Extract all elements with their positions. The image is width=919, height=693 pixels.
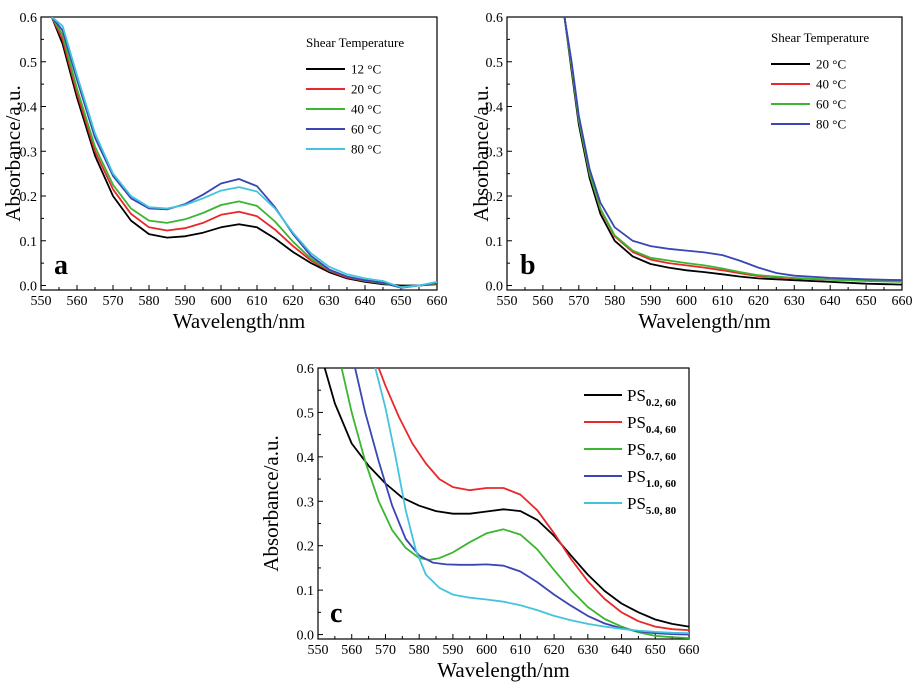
series-line-4	[374, 368, 689, 635]
y-tick-label: 0.6	[297, 362, 315, 377]
legend-entry: 20 °C	[351, 82, 381, 97]
legend-title: Shear Temperature	[771, 30, 869, 45]
legend-entry: 40 °C	[816, 77, 846, 92]
y-tick-label: 0.2	[20, 190, 38, 205]
chart-panel-b: 550 560 570 580 590 600 610 620 630 640 650 660 0.0 0…	[469, 11, 913, 333]
x-tick-label: 580	[604, 294, 625, 309]
series-line-2	[340, 368, 689, 639]
legend: Shear Temperature 20 °C 40 °C 60 °C 80 °C	[771, 30, 869, 132]
y-axis-label: Absorbance/a.u.	[469, 85, 493, 221]
x-tick-label: 590	[175, 294, 196, 309]
x-tick-label: 570	[375, 643, 396, 658]
y-tick-label: 0.6	[486, 11, 504, 26]
panel-letter: a	[54, 250, 68, 281]
x-tick-label: 580	[139, 294, 160, 309]
y-tick-label: 0.6	[20, 11, 38, 26]
y-tick-label: 0.4	[486, 101, 504, 116]
y-tick-label: 0.5	[20, 56, 38, 71]
legend-entry: PS0.2, 60	[627, 386, 677, 409]
x-tick-label: 570	[103, 294, 124, 309]
x-tick-label: 640	[820, 294, 841, 309]
chart-panel-c: 550 560 570 580 590 600 610 620 630 640 650 660 0.0 0…	[259, 362, 700, 682]
x-tick-label: 660	[427, 294, 448, 309]
y-tick-label: 0.4	[20, 101, 38, 116]
x-tick-label: 640	[611, 643, 632, 658]
x-tick-label: 630	[319, 294, 340, 309]
x-tick-label: 650	[391, 294, 412, 309]
y-tick-label: 0.0	[20, 280, 38, 295]
legend-entry: 60 °C	[351, 122, 381, 137]
y-axis-label: Absorbance/a.u.	[259, 435, 283, 571]
x-tick-label: 580	[409, 643, 430, 658]
y-tick-label: 0.5	[486, 56, 504, 71]
x-tick-label: 640	[355, 294, 376, 309]
legend: PS0.2, 60 PS0.4, 60 PS0.7, 60 PS1.0, 60 PS5.…	[584, 386, 677, 517]
y-tick-label: 0.0	[297, 629, 315, 644]
x-tick-label: 630	[784, 294, 805, 309]
x-tick-label: 550	[497, 294, 518, 309]
y-tick-label: 0.1	[20, 235, 38, 250]
x-tick-label: 550	[31, 294, 52, 309]
legend-entry: 80 °C	[351, 142, 381, 157]
x-tick-label: 610	[712, 294, 733, 309]
legend-entry: 40 °C	[351, 102, 381, 117]
series-line-3	[563, 17, 902, 282]
chart-panel-a: 550 560 570 580 590 600 610 620 630 640 650 660 0.0 0…	[1, 11, 448, 333]
y-tick-label: 0.3	[297, 495, 315, 510]
series-line-1	[377, 368, 689, 631]
legend-entry: PS5.0, 80	[627, 494, 677, 517]
series-line-0	[323, 368, 689, 628]
series-line-0	[563, 17, 902, 286]
x-tick-label: 590	[640, 294, 661, 309]
legend: Shear Temperature 12 °C 20 °C 40 °C 60 °C 80 …	[306, 35, 404, 157]
legend-title: Shear Temperature	[306, 35, 404, 50]
y-tick-label: 0.4	[297, 451, 315, 466]
legend-entry: PS1.0, 60	[627, 467, 677, 490]
x-tick-label: 650	[645, 643, 666, 658]
y-tick-label: 0.2	[486, 190, 504, 205]
panel-letter: c	[330, 598, 342, 629]
y-tick-label: 0.1	[297, 584, 315, 599]
x-tick-label: 560	[341, 643, 362, 658]
x-tick-label: 600	[211, 294, 232, 309]
x-axis-label: Wavelength/nm	[437, 658, 569, 682]
legend-entry: 60 °C	[816, 97, 846, 112]
x-tick-label: 620	[748, 294, 769, 309]
x-tick-label: 660	[892, 294, 913, 309]
y-tick-label: 0.2	[297, 540, 315, 555]
x-tick-label: 610	[510, 643, 531, 658]
x-tick-label: 600	[676, 294, 697, 309]
y-tick-label: 0.5	[297, 406, 315, 421]
y-tick-label: 0.3	[20, 145, 38, 160]
x-tick-label: 620	[544, 643, 565, 658]
legend-entry: 20 °C	[816, 57, 846, 72]
series-line-4	[51, 17, 437, 289]
x-tick-label: 660	[679, 643, 700, 658]
x-tick-label: 550	[308, 643, 329, 658]
x-tick-label: 650	[856, 294, 877, 309]
x-tick-label: 560	[532, 294, 553, 309]
legend-entry: 80 °C	[816, 117, 846, 132]
x-tick-label: 570	[568, 294, 589, 309]
y-axis-label: Absorbance/a.u.	[1, 85, 25, 221]
x-tick-label: 590	[442, 643, 463, 658]
x-tick-label: 600	[476, 643, 497, 658]
y-tick-label: 0.3	[486, 145, 504, 160]
legend-entry: 12 °C	[351, 62, 381, 77]
x-tick-label: 560	[67, 294, 88, 309]
x-axis-label: Wavelength/nm	[638, 309, 770, 333]
panel-letter: b	[520, 250, 536, 281]
legend-entry: PS0.7, 60	[627, 440, 677, 463]
x-tick-label: 620	[283, 294, 304, 309]
legend-entry: PS0.4, 60	[627, 413, 677, 436]
y-tick-label: 0.1	[486, 235, 504, 250]
series-line-3	[51, 17, 437, 289]
y-tick-label: 0.0	[486, 280, 504, 295]
x-tick-label: 610	[247, 294, 268, 309]
x-tick-label: 630	[577, 643, 598, 658]
x-axis-label: Wavelength/nm	[173, 309, 305, 333]
